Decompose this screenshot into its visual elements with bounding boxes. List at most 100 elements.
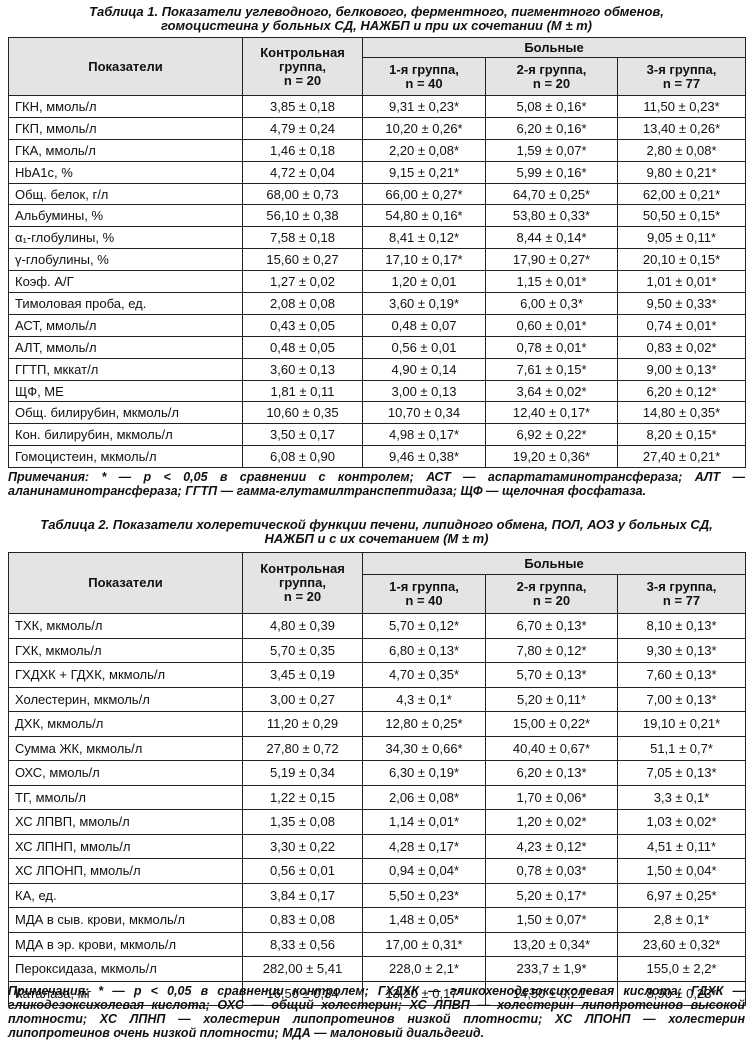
row-label: ХС ЛПОНП, ммоль/л xyxy=(8,858,243,884)
cell-value: 6,80 ± 0,13* xyxy=(362,637,486,663)
cell-value: 1,50 ± 0,04* xyxy=(616,858,747,884)
header-line: n = 20 xyxy=(283,589,322,604)
header-line: n = 40 xyxy=(405,593,443,608)
cell-value: 282,00 ± 5,41 xyxy=(242,956,363,982)
cell-value: 7,80 ± 0,12* xyxy=(485,637,618,663)
table-row: Коэф. А/Г 1,27 ± 0,02 1,20 ± 0,01 1,15 ± 0,… xyxy=(8,270,747,294)
cell-value: 7,61 ± 0,15* xyxy=(485,357,618,381)
header-cell: 2-я группа, n = 20 xyxy=(485,57,618,96)
row-label: Альбумины, % xyxy=(8,204,243,228)
cell-value: 6,20 ± 0,16* xyxy=(485,116,618,140)
cell-value: 13,20 ± 0,34* xyxy=(485,931,618,957)
cell-value: 27,80 ± 0,72 xyxy=(242,735,363,761)
table-note: Примечания: * — р < 0,05 в сравнении кон… xyxy=(8,984,745,1040)
row-label: Каталаза, мг xyxy=(8,980,243,1006)
header-cell: 3-я группа, n = 77 xyxy=(616,57,747,96)
header-line: n = 20 xyxy=(283,72,322,88)
cell-value: 2,8 ± 0,1* xyxy=(616,907,747,933)
cell-value: 9,15 ± 0,21* xyxy=(362,160,486,184)
row-label: ХС ЛПНП, ммоль/л xyxy=(8,833,243,859)
cell-value: 5,50 ± 0,23* xyxy=(362,882,486,908)
header-line: 3-я группа, xyxy=(646,579,717,594)
header-line: n = 20 xyxy=(532,75,571,91)
table-row: МДА в сыв. крови, мкмоль/л 0,83 ± 0,08 1,4… xyxy=(8,907,747,933)
cell-value: 3,60 ± 0,13 xyxy=(242,357,363,381)
cell-value: 9,46 ± 0,38* xyxy=(362,445,486,469)
row-label: ГХДХК + ГДХК, мкмоль/л xyxy=(8,662,243,688)
header-cell: 1-я группа, n = 40 xyxy=(362,574,486,614)
cell-value: 51,1 ± 0,7* xyxy=(616,735,747,761)
table-row: Гомоцистеин, мкмоль/л 6,08 ± 0,90 9,46 ± 0… xyxy=(8,445,747,469)
cell-value: 0,83 ± 0,08 xyxy=(242,907,363,933)
cell-value: 8,90 ± 0,23* xyxy=(616,980,747,1006)
cell-value: 2,80 ± 0,08* xyxy=(616,138,747,162)
cell-value: 6,00 ± 0,3* xyxy=(485,292,618,315)
cell-value: 9,50 ± 0,33* xyxy=(616,292,747,315)
cell-value: 3,84 ± 0,17 xyxy=(242,882,363,908)
table-row: α₁-глобулины, % 7,58 ± 0,18 8,41 ± 0,12* 8,… xyxy=(8,226,747,250)
cell-value: 4,23 ± 0,12* xyxy=(485,833,618,859)
header-line: Контрольная xyxy=(260,44,345,60)
cell-value: 62,00 ± 0,21* xyxy=(616,182,747,206)
header-cell: Контрольная группа, n = 20 xyxy=(242,37,363,96)
header-cell: Показатели xyxy=(8,37,243,96)
table-row: Общ. билирубин, мкмоль/л 10,60 ± 0,35 10,7… xyxy=(8,401,747,425)
cell-value: 5,20 ± 0,11* xyxy=(485,686,618,712)
header-line: группа, xyxy=(279,575,326,590)
table-caption: Таблица 2. Показатели холеретической фун… xyxy=(8,518,745,546)
row-label: АЛТ, ммоль/л xyxy=(8,335,243,359)
header-line: n = 40 xyxy=(405,75,443,91)
row-label: ГКА, ммоль/л xyxy=(8,138,243,162)
cell-value: 9,00 ± 0,13* xyxy=(616,357,747,381)
cell-value: 19,10 ± 0,21* xyxy=(616,711,747,737)
cell-value: 1,46 ± 0,18 xyxy=(242,138,363,162)
cell-value: 5,08 ± 0,16* xyxy=(485,95,618,118)
cell-value: 0,83 ± 0,02* xyxy=(616,335,747,359)
table-row: Холестерин, мкмоль/л 3,00 ± 0,27 4,3 ± 0,1… xyxy=(8,686,747,712)
cell-value: 3,64 ± 0,02* xyxy=(485,379,618,403)
cell-value: 9,05 ± 0,11* xyxy=(616,226,747,250)
cell-value: 5,99 ± 0,16* xyxy=(485,160,618,184)
table-row: HbA1c, % 4,72 ± 0,04 9,15 ± 0,21* 5,99 ± 0,… xyxy=(8,160,747,184)
cell-value: 9,30 ± 0,13* xyxy=(616,637,747,663)
cell-value: 19,20 ± 0,36* xyxy=(485,445,618,469)
cell-value: 20,10 ± 0,15* xyxy=(616,248,747,272)
table-row: Кон. билирубин, мкмоль/л 3,50 ± 0,17 4,98 … xyxy=(8,423,747,447)
row-label: Общ. белок, г/л xyxy=(8,182,243,206)
cell-value: 4,28 ± 0,17* xyxy=(362,833,486,859)
header-line: 1-я группа, xyxy=(389,579,459,594)
cell-value: 5,70 ± 0,35 xyxy=(242,637,363,663)
cell-value: 17,10 ± 0,17* xyxy=(362,248,486,272)
cell-value: 1,70 ± 0,06* xyxy=(485,784,618,810)
row-label: МДА в эр. крови, мкмоль/л xyxy=(8,931,243,957)
row-label: ДХК, мкмоль/л xyxy=(8,711,243,737)
cell-value: 1,15 ± 0,01* xyxy=(485,270,618,294)
header-row: 1-я группа, n = 40 2-я группа, n = 20 3-я гр… xyxy=(9,574,747,614)
cell-value: 14,50 ± 0,21* xyxy=(485,980,618,1006)
cell-value: 5,70 ± 0,13* xyxy=(485,662,618,688)
table-row: Сумма ЖК, мкмоль/л 27,80 ± 0,72 34,30 ± 0,… xyxy=(8,735,747,761)
header-line: 1-я группа, xyxy=(389,61,459,77)
cell-value: 12,40 ± 0,17* xyxy=(485,401,618,425)
cell-value: 6,08 ± 0,90 xyxy=(242,445,363,469)
cell-value: 15,00 ± 0,22* xyxy=(485,711,618,737)
row-label: ГКП, ммоль/л xyxy=(8,116,243,140)
header-cell: 2-я группа, n = 20 xyxy=(485,574,618,614)
header-row: Показатели Контрольная группа, n = 20 Больны… xyxy=(8,37,747,96)
header-line: Таблица 2. Показатели холеретической фун… xyxy=(40,517,713,532)
cell-value: 4,51 ± 0,11* xyxy=(616,833,747,859)
cell-value: 50,50 ± 0,15* xyxy=(616,204,747,228)
cell-value: 0,43 ± 0,05 xyxy=(242,313,363,337)
row-label: Общ. билирубин, мкмоль/л xyxy=(8,401,243,425)
row-label: γ-глобулины, % xyxy=(8,248,243,272)
table-row: Альбумины, % 56,10 ± 0,38 54,80 ± 0,16* 53,… xyxy=(8,204,747,228)
cell-value: 1,01 ± 0,01* xyxy=(616,270,747,294)
row-label: Кон. билирубин, мкмоль/л xyxy=(8,423,243,447)
cell-value: 40,40 ± 0,67* xyxy=(485,735,618,761)
cell-value: 1,22 ± 0,15 xyxy=(242,784,363,810)
cell-value: 1,20 ± 0,01 xyxy=(362,270,486,294)
cell-value: 4,98 ± 0,17* xyxy=(362,423,486,447)
table-caption: Таблица 1. Показатели углеводного, белко… xyxy=(8,5,745,33)
row-label: ГКН, ммоль/л xyxy=(8,95,243,118)
